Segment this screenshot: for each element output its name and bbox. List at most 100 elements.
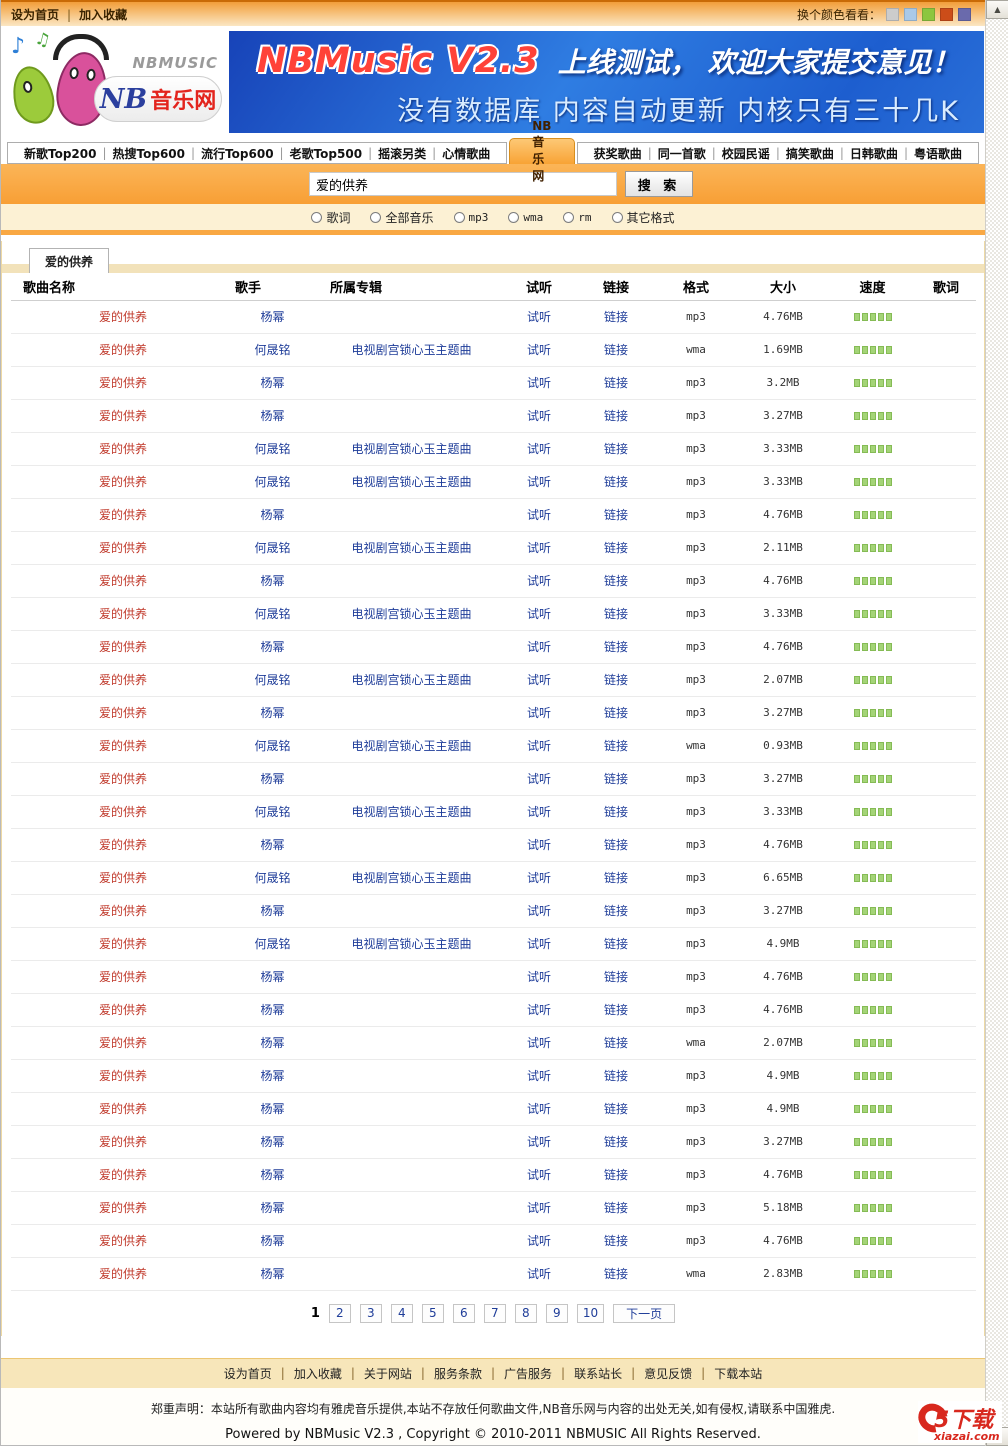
footer-link[interactable]: 广告服务: [504, 1366, 553, 1381]
song-name-link[interactable]: 爱的供养: [11, 1059, 223, 1093]
album-link[interactable]: [318, 498, 501, 532]
nav-item[interactable]: 心情歌曲: [442, 146, 491, 161]
artist-link[interactable]: 杨幂: [223, 366, 318, 400]
listen-link[interactable]: 试听: [501, 300, 577, 334]
album-link[interactable]: 电视剧宫锁心玉主题曲: [318, 663, 501, 697]
page-link[interactable]: 7: [483, 1303, 506, 1323]
song-name-link[interactable]: 爱的供养: [11, 1125, 223, 1159]
download-link[interactable]: 链接: [577, 630, 655, 664]
download-link[interactable]: 链接: [577, 1191, 655, 1225]
artist-link[interactable]: 杨幂: [223, 399, 318, 433]
nav-item[interactable]: 热搜Top600: [112, 146, 186, 161]
artist-link[interactable]: 杨幂: [223, 1092, 318, 1126]
song-name-link[interactable]: 爱的供养: [11, 828, 223, 862]
artist-link[interactable]: 何晟铭: [223, 729, 318, 763]
album-link[interactable]: [318, 1224, 501, 1258]
album-link[interactable]: 电视剧宫锁心玉主题曲: [318, 465, 501, 499]
artist-link[interactable]: 何晟铭: [223, 861, 318, 895]
radio-icon[interactable]: [370, 211, 382, 223]
format-radio[interactable]: 其它格式: [611, 209, 675, 226]
song-name-link[interactable]: 爱的供养: [11, 1257, 223, 1291]
song-name-link[interactable]: 爱的供养: [11, 696, 223, 730]
set-homepage-link[interactable]: 设为首页: [11, 7, 60, 22]
page-link[interactable]: 6: [452, 1303, 475, 1323]
footer-link[interactable]: 关于网站: [363, 1366, 412, 1381]
scroll-up-button[interactable]: ▲: [986, 0, 1008, 19]
song-name-link[interactable]: 爱的供养: [11, 597, 223, 631]
nav-item[interactable]: 流行Top600: [201, 146, 274, 161]
download-link[interactable]: 链接: [577, 696, 655, 730]
listen-link[interactable]: 试听: [501, 861, 577, 895]
album-link[interactable]: 电视剧宫锁心玉主题曲: [318, 531, 501, 565]
listen-link[interactable]: 试听: [501, 663, 577, 697]
album-link[interactable]: [318, 1125, 501, 1159]
album-link[interactable]: [318, 960, 501, 994]
song-name-link[interactable]: 爱的供养: [11, 399, 223, 433]
artist-link[interactable]: 何晟铭: [223, 927, 318, 961]
radio-icon[interactable]: [311, 211, 323, 223]
artist-link[interactable]: 何晟铭: [223, 333, 318, 367]
nav-item[interactable]: 搞笑歌曲: [785, 146, 834, 161]
artist-link[interactable]: 杨幂: [223, 762, 318, 796]
nav-item[interactable]: 新歌Top200: [24, 146, 97, 161]
listen-link[interactable]: 试听: [501, 828, 577, 862]
listen-link[interactable]: 试听: [501, 696, 577, 730]
album-link[interactable]: [318, 828, 501, 862]
download-link[interactable]: 链接: [577, 366, 655, 400]
song-name-link[interactable]: 爱的供养: [11, 366, 223, 400]
song-name-link[interactable]: 爱的供养: [11, 960, 223, 994]
artist-link[interactable]: 杨幂: [223, 1158, 318, 1192]
artist-link[interactable]: 杨幂: [223, 630, 318, 664]
download-link[interactable]: 链接: [577, 993, 655, 1027]
download-link[interactable]: 链接: [577, 1026, 655, 1060]
song-name-link[interactable]: 爱的供养: [11, 1191, 223, 1225]
album-link[interactable]: 电视剧宫锁心玉主题曲: [318, 597, 501, 631]
artist-link[interactable]: 杨幂: [223, 1257, 318, 1291]
listen-link[interactable]: 试听: [501, 960, 577, 994]
download-link[interactable]: 链接: [577, 498, 655, 532]
radio-icon[interactable]: [508, 211, 520, 223]
song-name-link[interactable]: 爱的供养: [11, 498, 223, 532]
album-link[interactable]: [318, 564, 501, 598]
song-name-link[interactable]: 爱的供养: [11, 1224, 223, 1258]
song-name-link[interactable]: 爱的供养: [11, 465, 223, 499]
song-name-link[interactable]: 爱的供养: [11, 1092, 223, 1126]
download-link[interactable]: 链接: [577, 828, 655, 862]
listen-link[interactable]: 试听: [501, 498, 577, 532]
song-name-link[interactable]: 爱的供养: [11, 333, 223, 367]
listen-link[interactable]: 试听: [501, 1158, 577, 1192]
listen-link[interactable]: 试听: [501, 333, 577, 367]
page-link[interactable]: 9: [545, 1303, 568, 1323]
song-name-link[interactable]: 爱的供养: [11, 564, 223, 598]
nav-item[interactable]: 日韩歌曲: [849, 146, 898, 161]
radio-icon[interactable]: [453, 211, 465, 223]
album-link[interactable]: [318, 1257, 501, 1291]
download-link[interactable]: 链接: [577, 1059, 655, 1093]
listen-link[interactable]: 试听: [501, 1125, 577, 1159]
nav-item[interactable]: 粤语歌曲: [913, 146, 962, 161]
search-button[interactable]: 搜 索: [625, 171, 693, 197]
download-link[interactable]: 链接: [577, 531, 655, 565]
artist-link[interactable]: 杨幂: [223, 696, 318, 730]
song-name-link[interactable]: 爱的供养: [11, 1026, 223, 1060]
album-link[interactable]: [318, 1026, 501, 1060]
listen-link[interactable]: 试听: [501, 564, 577, 598]
listen-link[interactable]: 试听: [501, 762, 577, 796]
song-name-link[interactable]: 爱的供养: [11, 663, 223, 697]
footer-link[interactable]: 下载本站: [714, 1366, 763, 1381]
artist-link[interactable]: 杨幂: [223, 1125, 318, 1159]
song-name-link[interactable]: 爱的供养: [11, 630, 223, 664]
song-name-link[interactable]: 爱的供养: [11, 762, 223, 796]
format-radio[interactable]: wma: [508, 211, 543, 224]
album-link[interactable]: [318, 1158, 501, 1192]
song-name-link[interactable]: 爱的供养: [11, 531, 223, 565]
footer-link[interactable]: 设为首页: [223, 1366, 272, 1381]
format-radio[interactable]: 全部音乐: [370, 209, 434, 226]
album-link[interactable]: [318, 894, 501, 928]
song-name-link[interactable]: 爱的供养: [11, 729, 223, 763]
download-link[interactable]: 链接: [577, 927, 655, 961]
results-tab[interactable]: 爱的供养: [29, 248, 110, 273]
artist-link[interactable]: 何晟铭: [223, 531, 318, 565]
download-link[interactable]: 链接: [577, 1125, 655, 1159]
download-link[interactable]: 链接: [577, 861, 655, 895]
